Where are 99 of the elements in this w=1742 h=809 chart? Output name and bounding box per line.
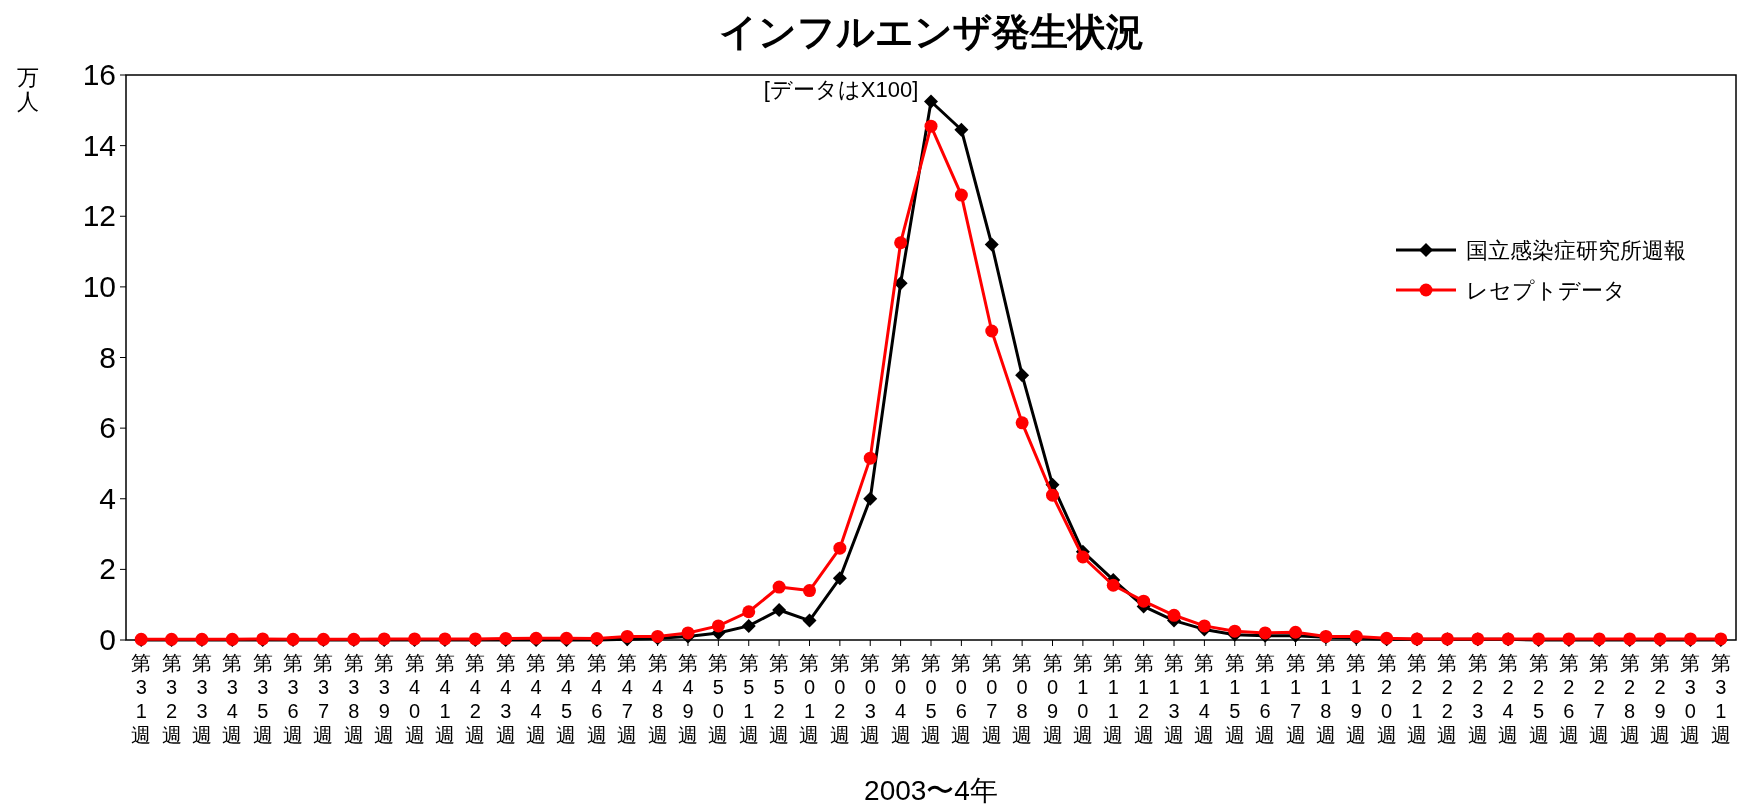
y-axis-title: 万人 [17,65,39,114]
x-tick-label: 第44週 [526,652,547,746]
point [1076,550,1090,564]
x-tick-label: 第21週 [1407,652,1428,746]
point [924,94,938,109]
point [802,584,816,598]
x-tick-label: 第24週 [1498,652,1519,746]
x-tick-label: 第16週 [1255,652,1276,746]
x-tick-label: 第27週 [1589,652,1610,746]
x-tick-label: 第48週 [647,652,668,746]
x-tick-label: 第37週 [313,652,334,746]
point [681,626,695,640]
x-tick-label: 第23週 [1467,652,1488,746]
y-tick-label: 6 [99,411,116,445]
x-tick-label: 第31週 [1710,652,1731,746]
x-tick-label: 第52週 [769,652,790,746]
x-tick-label: 第39週 [374,652,395,746]
x-tick-label: 第43週 [495,652,516,746]
point [1197,619,1211,633]
x-tick-label: 第34週 [222,652,243,746]
point [711,619,725,633]
point [833,541,847,555]
x-tick-label: 第09週 [1042,652,1063,746]
point [1046,488,1060,502]
legend-label: レセプトデータ [1466,278,1626,303]
x-tick-label: 第07週 [981,652,1002,746]
point [742,605,756,619]
point [1137,594,1151,608]
x-tick-label: 第10週 [1072,652,1093,746]
x-tick-label: 第22週 [1437,652,1458,746]
point [863,451,877,465]
y-tick-label: 14 [82,128,116,162]
x-tick-label: 第45週 [556,652,577,746]
point [832,571,847,586]
x-tick-label: 第19週 [1346,652,1367,746]
y-tick-label: 12 [82,199,116,233]
y-tick-label: 16 [82,58,116,91]
point [772,580,786,594]
point [985,324,999,338]
x-tick-label: 第46週 [586,652,607,746]
x-tick-label: 第32週 [161,652,182,746]
x-tick-label: 第02週 [829,652,850,746]
x-tick-label: 第03週 [860,652,881,746]
annotation: [データはX100] [763,77,919,102]
x-tick-label: 第33週 [191,652,212,746]
x-tick-label: 第31週 [131,652,152,746]
point [954,188,968,202]
x-tick-label: 第50週 [708,652,729,746]
x-tick-label: 第51週 [738,652,759,746]
x-tick-label: 第12週 [1133,652,1154,746]
x-tick-label: 第36週 [283,652,304,746]
x-tick-label: 第38週 [343,652,364,746]
point [954,122,969,137]
y-tick-label: 4 [99,481,116,515]
x-tick-label: 第28週 [1619,652,1640,746]
point [772,602,787,617]
x-tick-label: 第25週 [1528,652,1549,746]
x-tick-label: 第04週 [890,652,911,746]
point [1106,578,1120,592]
x-tick-label: 第20週 [1376,652,1397,746]
point [893,276,908,291]
y-tick-label: 2 [99,552,116,586]
point [1289,625,1303,639]
x-tick-label: 第30週 [1680,652,1701,746]
x-tick-label: 第14週 [1194,652,1215,746]
y-tick-label: 0 [99,623,116,656]
x-tick-label: 第47週 [617,652,638,746]
x-tick-label: 第05週 [921,652,941,746]
x-axis-title: 2003〜4年 [864,775,998,806]
x-tick-label: 第17週 [1285,652,1306,746]
x-tick-label: 第11週 [1103,652,1124,746]
point [1228,624,1242,638]
x-tick-label: 第42週 [465,652,486,746]
x-tick-label: 第13週 [1164,652,1185,746]
point [741,618,756,633]
x-tick-label: 第18週 [1315,652,1336,746]
x-tick-label: 第40週 [404,652,425,746]
x-tick-label: 第06週 [951,652,972,746]
x-tick-label: 第15週 [1224,652,1245,746]
point [620,629,634,643]
point [924,119,938,133]
legend-label: 国立感染症研究所週報 [1466,238,1686,263]
x-tick-label: 第41週 [434,652,455,746]
point [1015,416,1029,430]
chart-title: インフルエンザ発生状況 [718,11,1144,53]
x-tick-label: 第01週 [799,652,820,746]
x-tick-label: 第29週 [1650,652,1671,746]
x-tick-label: 第35週 [252,652,273,746]
y-tick-label: 10 [82,269,116,303]
point [984,237,999,252]
x-tick-label: 第26週 [1558,652,1579,746]
point [802,613,817,628]
point [894,236,908,250]
point [1167,608,1181,622]
x-tick-label: 第49週 [677,652,698,746]
x-tick-label: 第08週 [1012,652,1033,746]
point [863,491,878,506]
y-tick-label: 8 [99,340,116,374]
point [1015,368,1030,383]
